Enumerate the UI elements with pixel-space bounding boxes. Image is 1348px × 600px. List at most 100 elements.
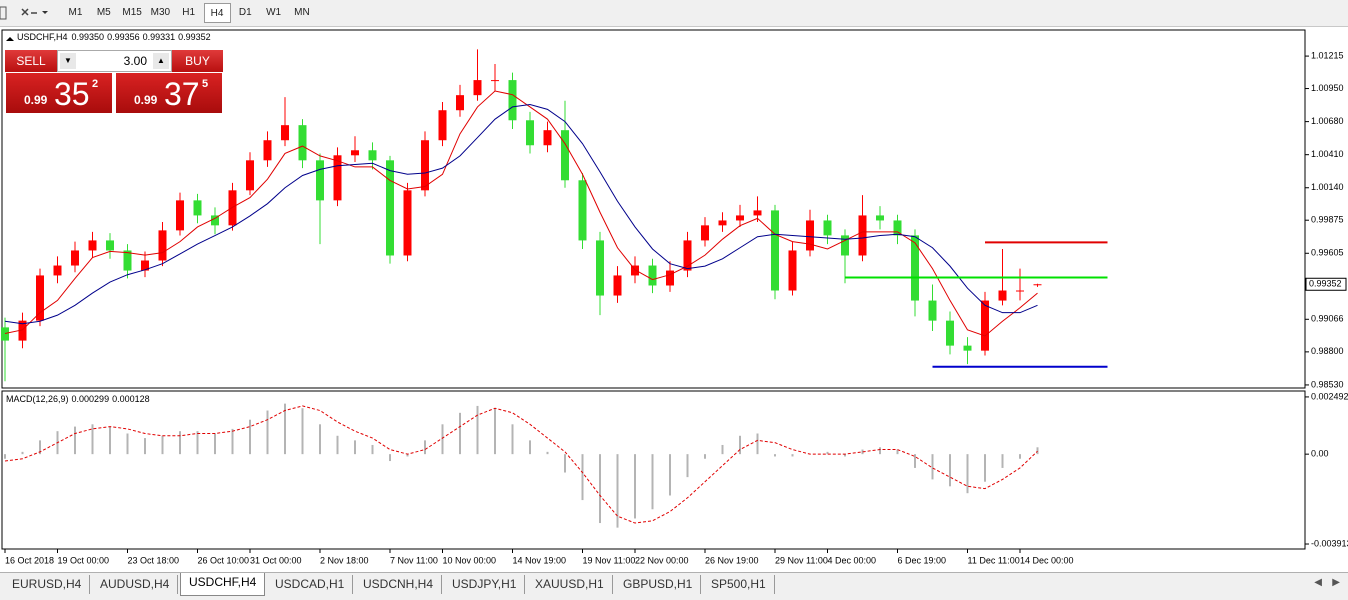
timeframe-button[interactable]: M30	[150, 7, 171, 18]
scroll-right[interactable]: ▶	[1332, 577, 1340, 588]
icon[interactable]	[0, 6, 7, 20]
timeframe-button[interactable]: H4	[203, 3, 231, 23]
candle-body	[106, 240, 114, 251]
symbol-tab[interactable]: USDJPY,H1	[444, 575, 526, 594]
toolbar: M1 M5 M15 M30 H1 H4 D1 W1 MN	[0, 0, 1348, 27]
candle-body	[473, 80, 482, 96]
toolbar-icons	[0, 6, 48, 20]
candle-body	[683, 240, 692, 271]
candle-body	[701, 225, 709, 241]
trade-panel: SELL ▼ 3.00 ▲ BUY 0.99 35 2 0.99 37 5	[5, 50, 223, 114]
candle-body	[176, 200, 184, 231]
icon[interactable]	[21, 8, 37, 16]
macd-y-tick-label: -0.003913	[1311, 538, 1348, 548]
increase[interactable]: ▲	[153, 53, 169, 69]
symbol-tab[interactable]: XAUUSD,H1	[527, 575, 613, 594]
candle-body	[211, 215, 219, 226]
macd-y-tick-label: 0.002492	[1311, 391, 1348, 401]
sell-button[interactable]: SELL	[5, 50, 57, 72]
x-tick-label: 26 Nov 19:00	[705, 555, 759, 565]
y-tick-label: 0.99066	[1311, 314, 1344, 324]
candle-body	[456, 95, 464, 111]
current-price-label: 0.99352	[1309, 279, 1342, 289]
x-tick-label: 26 Oct 10:00	[198, 555, 250, 565]
y-tick-label: 0.98530	[1311, 379, 1344, 389]
candle-body	[141, 260, 149, 271]
moving-average	[4, 90, 1038, 337]
symbol-tab[interactable]: USDCHF,H4	[180, 573, 266, 596]
x-tick-label: 19 Oct 00:00	[58, 555, 110, 565]
symbol-tab[interactable]: EURUSD,H4	[4, 575, 91, 594]
chart-header: USDCHF,H4 0.99350 0.99356 0.99331 0.99352	[17, 32, 211, 42]
candle-body	[438, 110, 447, 141]
timeframe-button[interactable]: H1	[182, 7, 196, 18]
symbol-tab[interactable]: USDCNH,H4	[355, 575, 443, 594]
candle-body	[526, 120, 534, 146]
timeframe-button[interactable]: MN	[294, 7, 310, 18]
candle-body	[543, 130, 552, 146]
volume[interactable]: 3.00	[123, 54, 147, 68]
bid-box[interactable]: 0.99 35 2	[5, 72, 113, 114]
candle-body	[123, 250, 132, 271]
bid-big: 0.99	[24, 93, 48, 107]
y-tick-label: 0.99875	[1311, 215, 1344, 225]
low: 0.99331	[143, 32, 176, 42]
macd-title: MACD(12,26,9)	[6, 394, 69, 404]
candle-body	[981, 300, 989, 351]
symbol-tab[interactable]: GBPUSD,H1	[615, 575, 702, 594]
chart: USDCHF,H4 0.99350 0.99356 0.99331 0.99352 MA…	[1, 29, 1348, 565]
symbol-tab[interactable]: SP500,H1	[703, 575, 775, 594]
ask-pips: 37	[164, 76, 200, 112]
timeframe-button[interactable]: W1	[266, 7, 282, 18]
timeframe-button[interactable]: D1	[238, 7, 252, 18]
candle-body	[508, 80, 517, 121]
ask-point: 5	[202, 78, 209, 90]
signal-line	[4, 405, 1038, 524]
moving-average	[4, 103, 1038, 325]
volume-box: ▼ 3.00 ▲	[57, 50, 172, 72]
x-tick-label: 23 Oct 18:00	[128, 555, 180, 565]
current-price-box	[1305, 277, 1347, 291]
candle-body	[893, 220, 902, 236]
decrease[interactable]: ▼	[60, 53, 76, 69]
candle-body	[578, 180, 587, 241]
candle-body	[18, 320, 27, 341]
scroll-left[interactable]: ◀	[1314, 577, 1322, 588]
collapse-icon[interactable]	[6, 37, 14, 41]
candle-body	[1033, 284, 1042, 286]
ask-box[interactable]: 0.99 37 5	[115, 72, 223, 114]
candle-body	[1016, 290, 1024, 292]
candle-body	[1, 327, 9, 341]
macd-value: 0.000299	[72, 394, 110, 404]
timeframe-button[interactable]: M1	[68, 7, 83, 18]
buy-button[interactable]: BUY	[172, 50, 223, 72]
y-tick-label: 1.00680	[1311, 116, 1344, 126]
symbol-tab[interactable]: USDCAD,H1	[267, 575, 354, 594]
candle-body	[648, 265, 657, 286]
candle-body	[158, 230, 167, 261]
candle-body	[53, 265, 62, 276]
timeframe-button[interactable]: M15	[122, 7, 142, 18]
candle-body	[71, 250, 79, 266]
x-tick-label: 14 Nov 19:00	[513, 555, 567, 565]
candle-body	[823, 220, 832, 236]
macd-header: MACD(12,26,9) 0.000299 0.000128	[6, 394, 150, 404]
x-tick-label: 6 Dec 19:00	[898, 555, 947, 565]
candle-body	[351, 150, 359, 156]
dropdown[interactable]	[42, 11, 48, 14]
x-tick-label: 4 Dec 00:00	[828, 555, 877, 565]
candle-body	[298, 125, 307, 161]
x-tick-label: 31 Oct 00:00	[250, 555, 302, 565]
symbol: USDCHF,H4	[17, 32, 68, 42]
candle-body	[333, 155, 342, 201]
x-tick-label: 22 Nov 00:00	[635, 555, 689, 565]
candle-body	[596, 240, 604, 296]
candle-body	[946, 320, 954, 346]
bid-pips: 35	[54, 76, 90, 112]
candle-body	[841, 235, 849, 256]
symbol-tab[interactable]: AUDUSD,H4	[92, 575, 179, 594]
timeframe-button[interactable]: M5	[96, 7, 111, 18]
x-tick-label: 14 Dec 00:00	[1020, 555, 1074, 565]
candle-body	[666, 270, 674, 286]
